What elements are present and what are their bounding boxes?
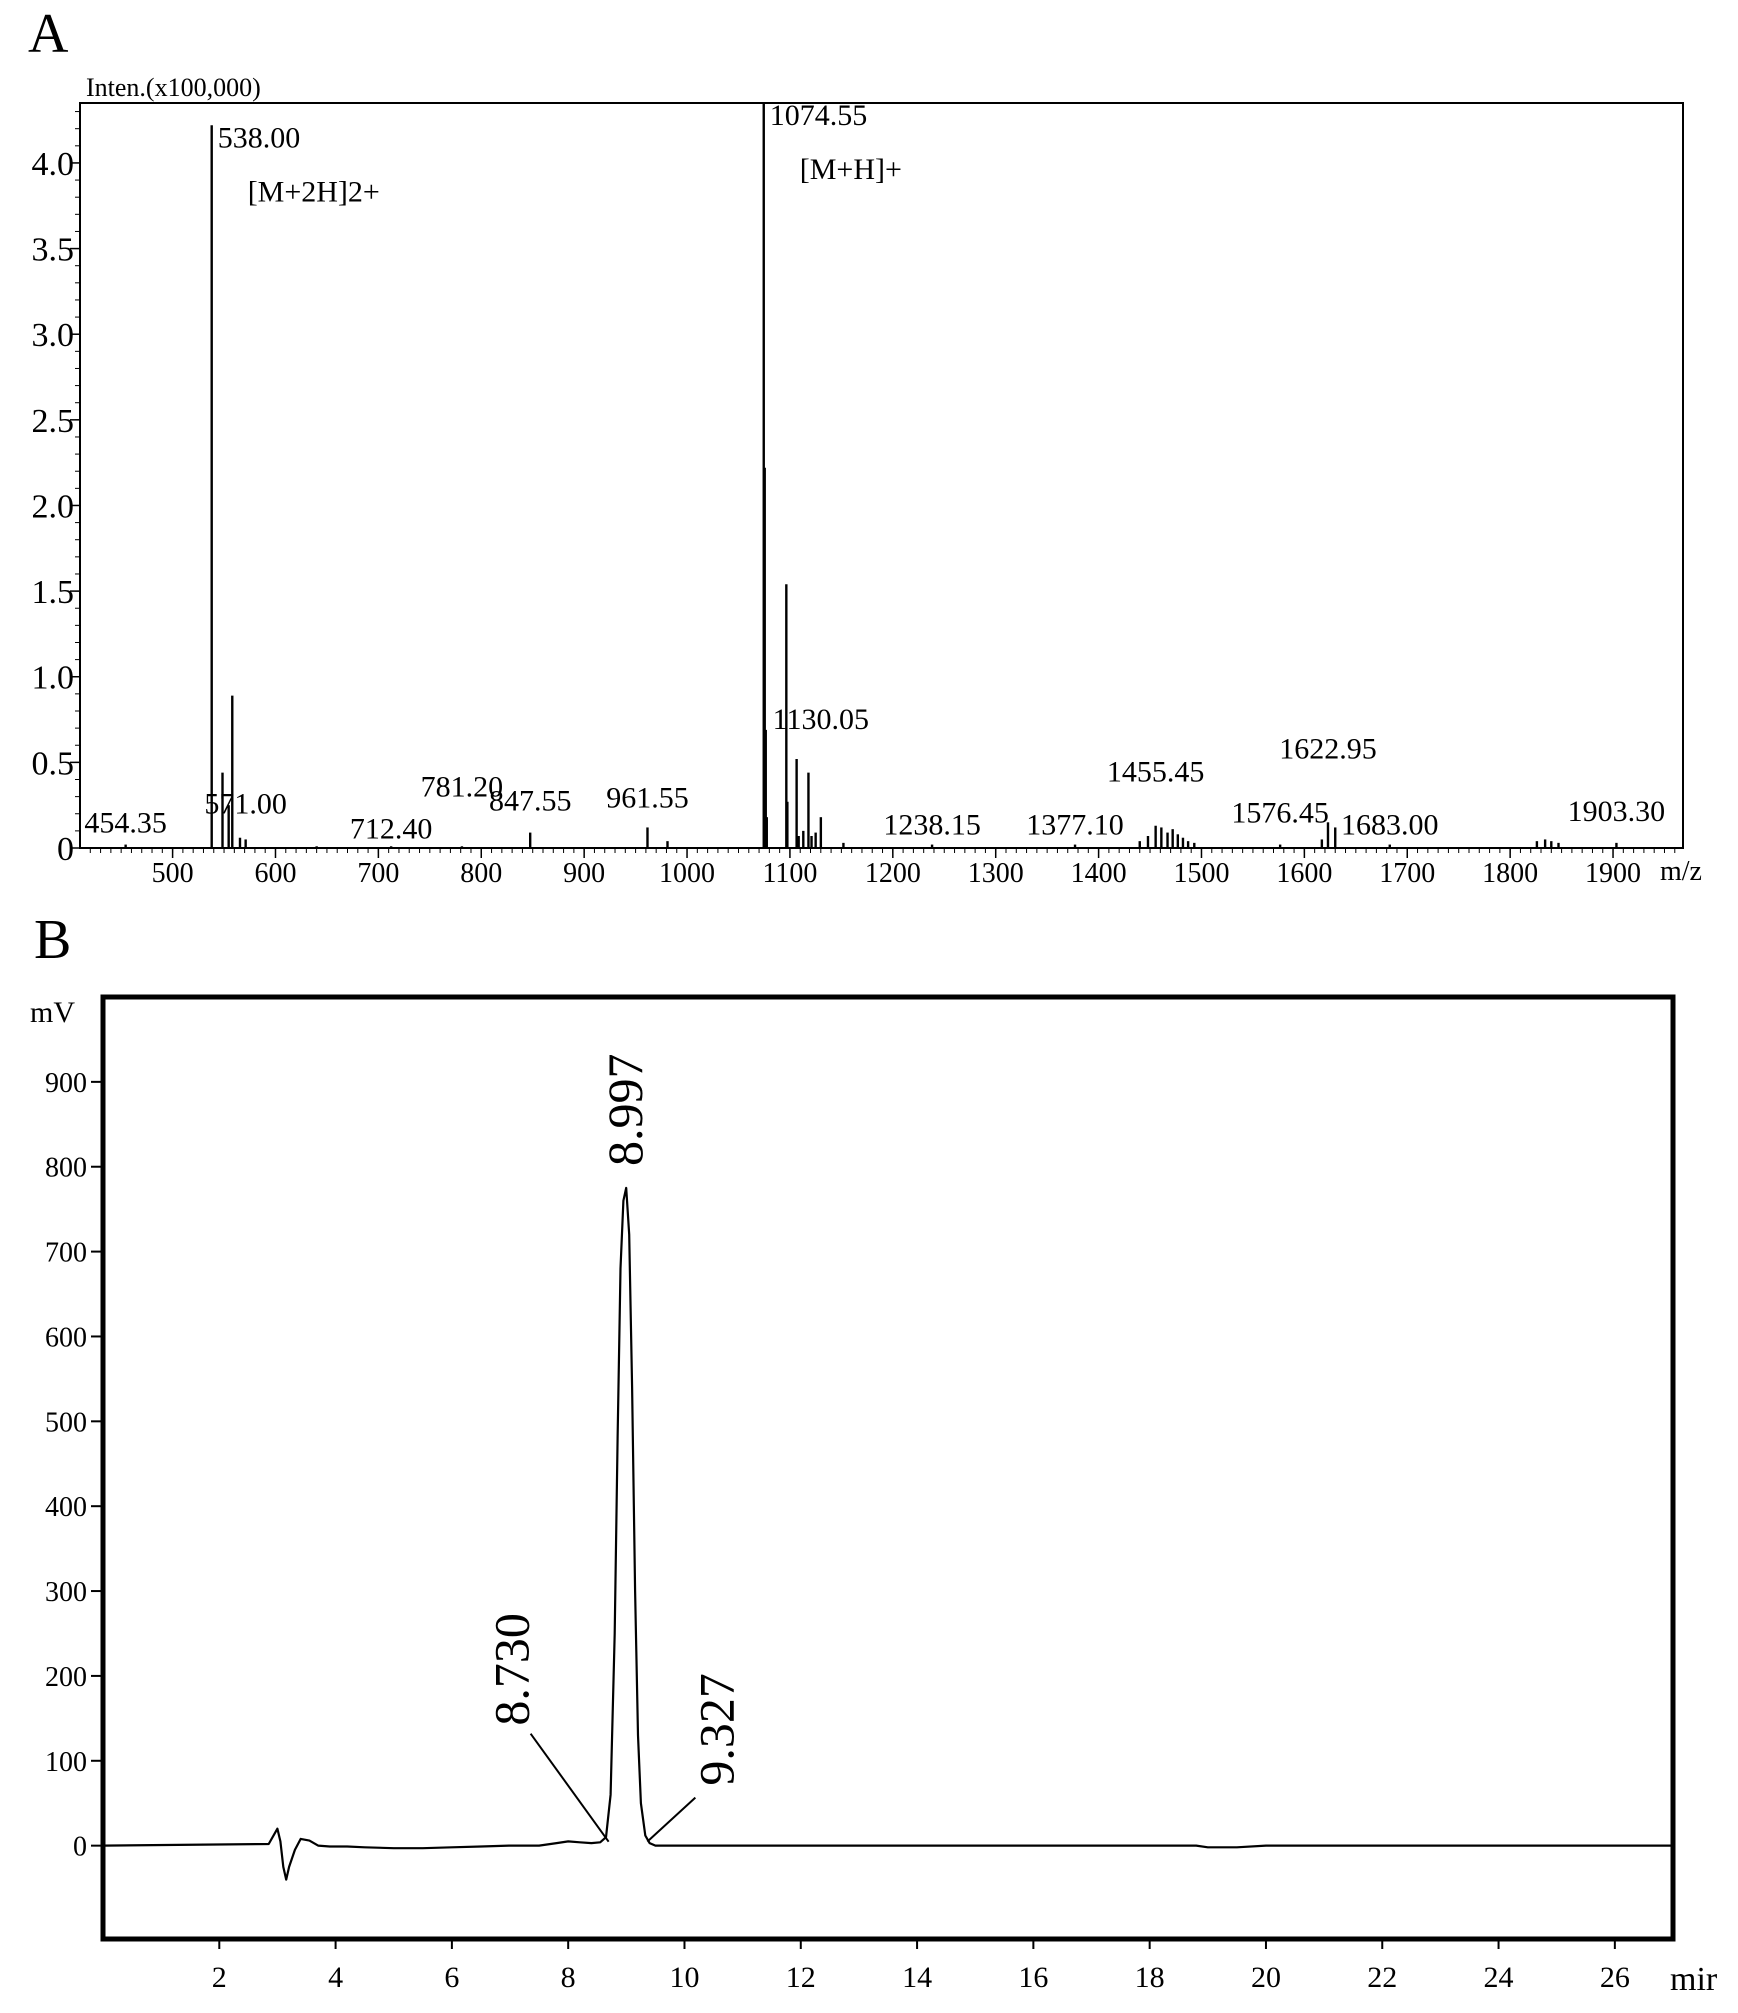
plot-border xyxy=(100,994,1676,1942)
panel-b-letter: B xyxy=(34,909,72,971)
y-tick-label: 100 xyxy=(45,1747,87,1778)
y-tick-label: 700 xyxy=(45,1238,87,1269)
x-tick-label: 700 xyxy=(357,858,399,889)
y-tick-label: 3.5 xyxy=(32,232,75,269)
x-tick-label: 22 xyxy=(1367,1961,1397,1994)
annotation-leader xyxy=(529,1733,610,1843)
y-tick-label: 3.0 xyxy=(32,317,75,354)
y-tick-label: 600 xyxy=(45,1322,87,1353)
y-axis-label: Inten.(x100,000) xyxy=(86,73,261,102)
y-tick-label: 300 xyxy=(45,1577,87,1608)
annotation-leader xyxy=(646,1796,697,1843)
y-tick-label: 0 xyxy=(57,831,74,868)
ion-annotation: [M+2H]2+ xyxy=(248,175,380,208)
chromatogram-trace xyxy=(102,1186,1673,1881)
y-tick-label: 1.0 xyxy=(32,660,75,697)
x-axis-ticks: 2 4 6 8 10 12 14 16 18 20 22 24 26 xyxy=(212,1939,1630,1994)
peak-label: 1622.95 xyxy=(1279,732,1377,765)
panel-a-letter: A xyxy=(28,3,69,65)
x-tick-label: 500 xyxy=(152,858,194,889)
y-tick-label: 0 xyxy=(73,1832,87,1863)
y-tick-label: 500 xyxy=(45,1407,87,1438)
peak-label: 454.35 xyxy=(84,807,167,840)
x-tick-label: 6 xyxy=(444,1961,459,1994)
x-tick-label: 4 xyxy=(328,1961,343,1994)
y-axis-ticks: 0 100 200 300 400 500 600 700 800 900 xyxy=(45,1068,103,1863)
x-tick-label: 1400 xyxy=(1071,858,1127,889)
peak-label: 781.20 xyxy=(421,770,504,803)
peak-labels: 454.35 538.00 [M+2H]2+ 571.00 712.40 781.2084… xyxy=(84,99,1665,845)
plot-border xyxy=(79,102,1684,849)
peak-label: 1455.45 xyxy=(1107,756,1205,789)
x-tick-label: 1700 xyxy=(1379,858,1435,889)
x-tick-label: 1300 xyxy=(968,858,1024,889)
y-tick-label: 4.0 xyxy=(32,146,75,183)
x-tick-label: 18 xyxy=(1135,1961,1165,1994)
x-tick-label: 600 xyxy=(254,858,296,889)
y-tick-label: 200 xyxy=(45,1662,87,1693)
plot-frame xyxy=(100,994,1676,1942)
x-tick-label: 12 xyxy=(786,1961,816,1994)
peak-label: 847.55 xyxy=(489,785,572,818)
y-tick-label: 400 xyxy=(45,1492,87,1523)
x-tick-label: 26 xyxy=(1600,1961,1630,1994)
x-tick-label: 1200 xyxy=(865,858,921,889)
x-tick-label: 24 xyxy=(1484,1961,1514,1994)
x-tick-label: 1000 xyxy=(659,858,715,889)
ion-annotation: [M+H]+ xyxy=(800,153,902,186)
x-axis-label: mir xyxy=(1670,1961,1718,1998)
x-tick-label: 1600 xyxy=(1276,858,1332,889)
y-tick-label: 1.5 xyxy=(32,574,75,611)
x-tick-label: 8 xyxy=(561,1961,576,1994)
mass-spectrum-chart: Inten.(x100,000) m/z 500 600 700 800 900 1000… xyxy=(32,73,1703,889)
peak-annotations: 8.730 8.997 9.327 xyxy=(484,1053,744,1843)
peak-label: 1238.15 xyxy=(883,809,981,842)
y-tick-label: 2.0 xyxy=(32,488,75,525)
x-axis-ticks: 500 600 700 800 900 1000 1100 1200 1300 1400 1500 1… xyxy=(152,848,1641,889)
y-axis-ticks: 0 0.5 1.0 1.5 2.0 2.5 3.0 3.5 4.0 xyxy=(32,146,80,868)
x-tick-label: 1900 xyxy=(1585,858,1641,889)
y-tick-label: 900 xyxy=(45,1068,87,1099)
peak-label: 1377.10 xyxy=(1026,809,1124,842)
peak-label: 1130.05 xyxy=(773,703,869,736)
peak-bars xyxy=(124,103,1618,848)
x-axis-label: m/z xyxy=(1660,856,1702,887)
peak-time-label: 9.327 xyxy=(688,1673,744,1786)
x-tick-label: 20 xyxy=(1251,1961,1281,1994)
x-tick-label: 1500 xyxy=(1173,858,1229,889)
x-tick-label: 10 xyxy=(669,1961,699,1994)
y-axis-label: mV xyxy=(30,996,75,1029)
minor-ticks xyxy=(75,111,1676,853)
peak-label: 538.00 xyxy=(218,121,301,154)
y-tick-label: 2.5 xyxy=(32,403,75,440)
peak-label: 1576.45 xyxy=(1231,797,1329,830)
x-tick-label: 800 xyxy=(460,858,502,889)
x-tick-label: 900 xyxy=(563,858,605,889)
peak-time-label: 8.997 xyxy=(597,1053,653,1166)
peak-label: 1683.00 xyxy=(1341,809,1439,842)
y-tick-label: 800 xyxy=(45,1153,87,1184)
peak-time-label: 8.730 xyxy=(484,1613,540,1726)
peak-label: 961.55 xyxy=(606,781,689,814)
x-tick-label: 16 xyxy=(1018,1961,1048,1994)
peak-label: 712.40 xyxy=(350,812,433,845)
x-tick-label: 1100 xyxy=(762,858,817,889)
peak-label: 1074.55 xyxy=(770,99,868,132)
chromatogram-line xyxy=(102,1186,1673,1881)
peak-label: 571.00 xyxy=(204,787,287,820)
plot-frame xyxy=(79,102,1684,849)
x-tick-label: 1800 xyxy=(1482,858,1538,889)
x-tick-label: 2 xyxy=(212,1961,227,1994)
y-tick-label: 0.5 xyxy=(32,745,75,782)
x-tick-label: 14 xyxy=(902,1961,932,1994)
peak-label: 1903.30 xyxy=(1568,795,1666,828)
